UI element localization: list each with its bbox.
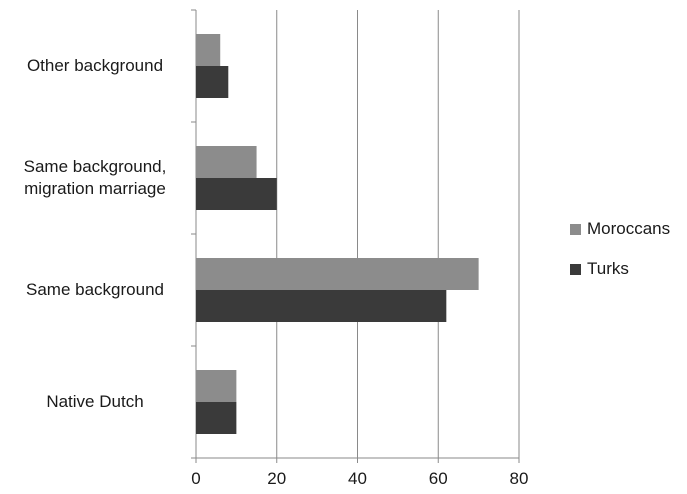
category-label-line: migration marriage [24, 179, 166, 198]
legend-item-moroccans: Moroccans [570, 218, 670, 240]
bar-turks-2 [196, 178, 277, 210]
x-tick-label-40: 40 [348, 469, 367, 488]
x-tick-label-60: 60 [429, 469, 448, 488]
category-label-line: Native Dutch [46, 392, 144, 411]
legend-swatch-turks [570, 263, 581, 275]
category-label-1: Same background [0, 279, 190, 301]
bar-moroccans-1 [196, 258, 479, 290]
category-label-2: Same background, migration marriage [0, 156, 190, 200]
bar-turks-1 [196, 290, 447, 322]
legend-swatch-moroccans [570, 223, 581, 235]
legend: Moroccans Turks [570, 218, 670, 298]
bar-moroccans-0 [196, 370, 237, 402]
bar-turks-0 [196, 402, 237, 434]
x-tick-label-20: 20 [267, 469, 286, 488]
category-label-0: Native Dutch [0, 391, 190, 413]
category-label-line: Other background [26, 56, 164, 75]
bar-moroccans-3 [196, 34, 221, 66]
legend-label-moroccans: Moroccans [587, 219, 671, 238]
bar-moroccans-2 [196, 146, 257, 178]
category-label-line: Same background [26, 280, 164, 299]
legend-label-turks: Turks [587, 259, 629, 278]
x-tick-label-80: 80 [510, 469, 529, 488]
category-label-line: Same background, [23, 157, 167, 176]
bar-turks-3 [196, 66, 229, 98]
category-label-3: Other background [0, 55, 190, 77]
legend-item-turks: Turks [570, 258, 670, 280]
x-tick-label-0: 0 [191, 469, 200, 488]
